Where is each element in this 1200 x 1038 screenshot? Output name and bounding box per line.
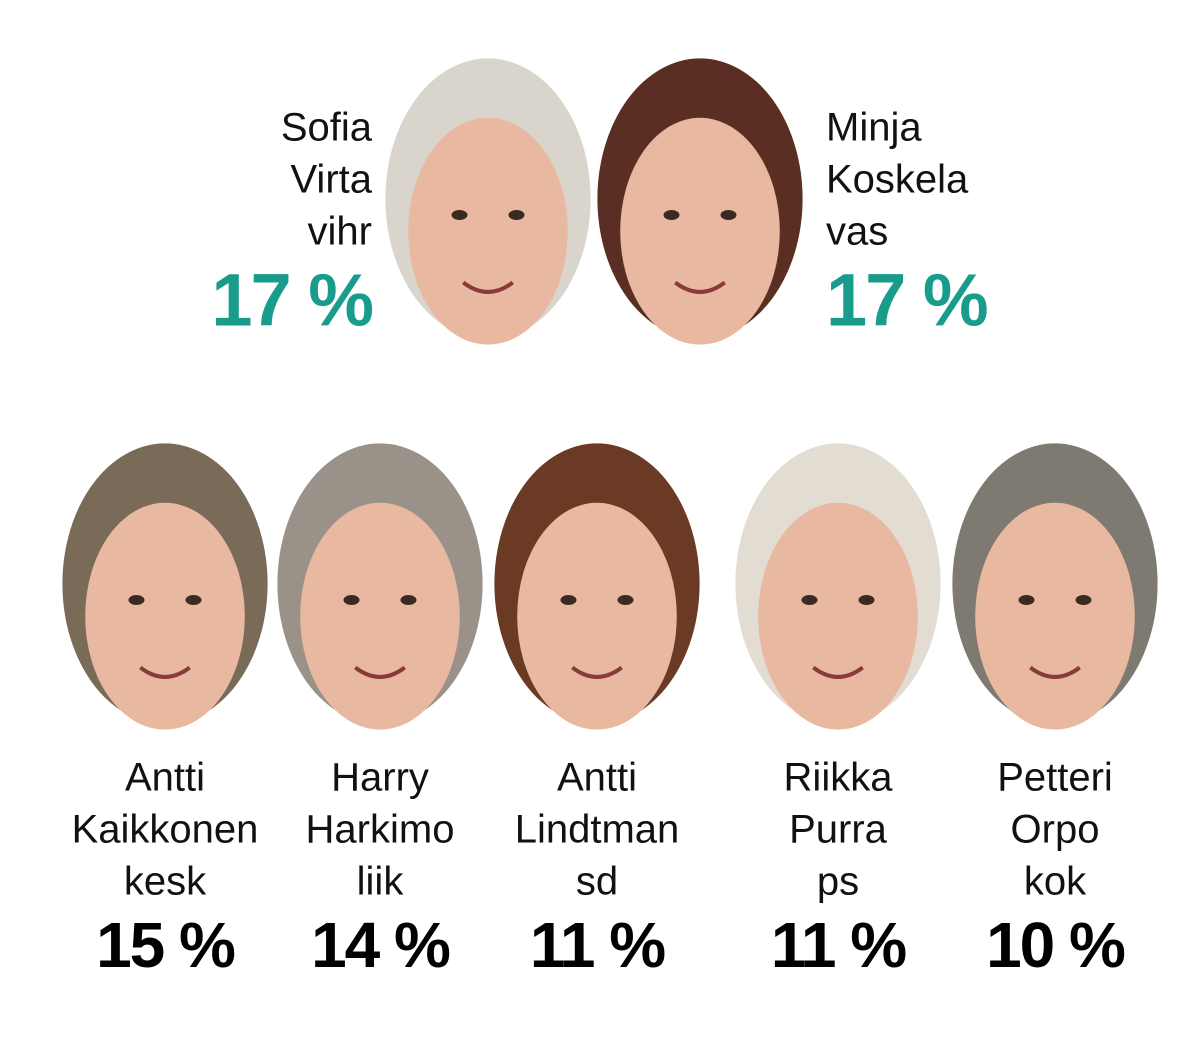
- candidate-name: ps: [817, 860, 859, 904]
- mouth: [354, 665, 406, 679]
- candidate-name: Koskela: [826, 158, 969, 202]
- candidate-name: Minja: [826, 106, 922, 150]
- candidate-share: 17 %: [211, 259, 372, 342]
- mouth: [139, 665, 191, 679]
- candidate-name: kesk: [124, 860, 207, 904]
- candidate-name: Harry: [331, 756, 429, 800]
- candidate-share: 11 %: [530, 909, 665, 981]
- candidate-name: Harkimo: [306, 808, 455, 852]
- eye: [560, 595, 577, 605]
- candidate-name: Kaikkonen: [72, 808, 259, 852]
- face: [620, 117, 780, 345]
- face: [517, 502, 677, 730]
- eye: [1018, 595, 1035, 605]
- eye: [451, 210, 468, 220]
- candidate-share: 17 %: [826, 259, 987, 342]
- candidate-share: 11 %: [771, 909, 906, 981]
- candidate-share: 14 %: [311, 909, 450, 981]
- eye: [343, 595, 360, 605]
- mouth: [812, 665, 864, 679]
- candidate-name: vihr: [308, 210, 372, 254]
- candidate-share: 15 %: [96, 909, 235, 981]
- eye: [617, 595, 634, 605]
- eye: [663, 210, 680, 220]
- mouth: [1029, 665, 1081, 679]
- mouth: [571, 665, 623, 679]
- face: [758, 502, 918, 730]
- face: [300, 502, 460, 730]
- candidate-name: Riikka: [784, 756, 894, 800]
- face: [408, 117, 568, 345]
- candidate-name: sd: [576, 860, 618, 904]
- eye: [720, 210, 737, 220]
- candidate-name: vas: [826, 210, 888, 254]
- eye: [1075, 595, 1092, 605]
- eye: [801, 595, 818, 605]
- mouth: [674, 280, 726, 294]
- candidate-name: Lindtman: [515, 808, 680, 852]
- candidate-name: Antti: [557, 756, 637, 800]
- candidate-name: Virta: [290, 158, 372, 202]
- candidate-name: kok: [1024, 860, 1087, 904]
- candidate-name: Orpo: [1011, 808, 1100, 852]
- candidate-name: Sofia: [281, 106, 373, 150]
- eye: [185, 595, 202, 605]
- candidate-share: 10 %: [986, 909, 1125, 981]
- candidate-name: Antti: [125, 756, 205, 800]
- face: [975, 502, 1135, 730]
- face: [85, 502, 245, 730]
- candidate-name: Purra: [789, 808, 888, 852]
- eye: [508, 210, 525, 220]
- eye: [400, 595, 417, 605]
- mouth: [462, 280, 514, 294]
- candidate-name: Petteri: [997, 756, 1113, 800]
- candidate-name: liik: [357, 860, 405, 904]
- eye: [858, 595, 875, 605]
- eye: [128, 595, 145, 605]
